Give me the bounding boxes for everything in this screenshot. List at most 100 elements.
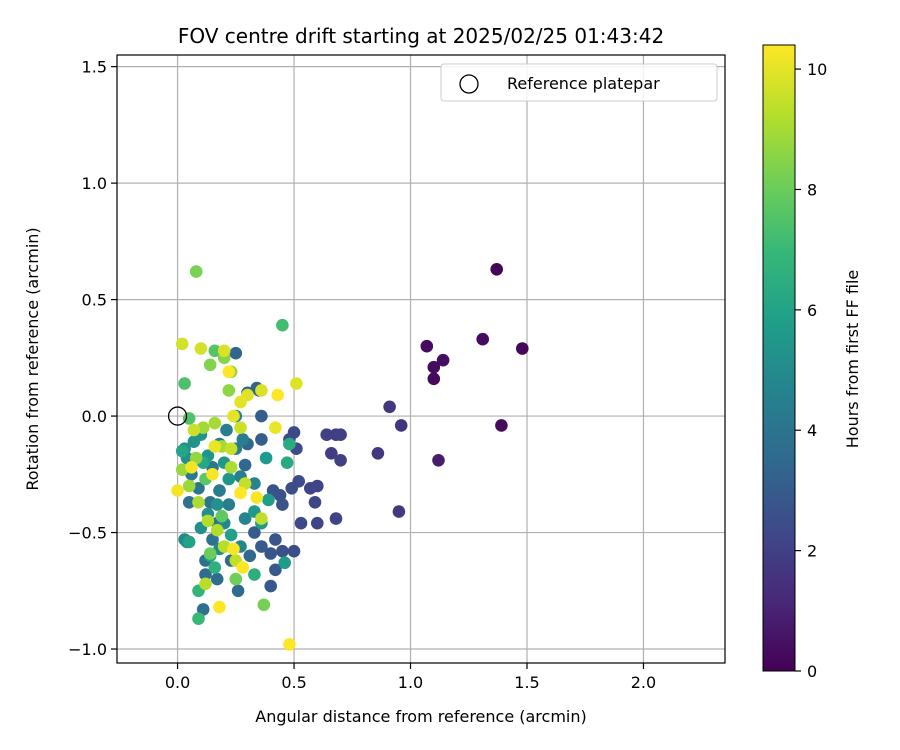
- data-point: [329, 512, 343, 525]
- data-point: [234, 395, 247, 409]
- data-point: [192, 612, 205, 625]
- colorbar-tick-label: 10: [807, 60, 827, 79]
- data-point: [236, 433, 250, 446]
- data-point: [199, 577, 212, 591]
- data-point: [220, 423, 233, 437]
- data-point: [280, 456, 294, 470]
- plot-area: [116, 54, 726, 664]
- legend-reference-icon: [459, 74, 479, 94]
- data-point: [269, 563, 282, 577]
- data-point: [248, 568, 261, 581]
- data-point: [392, 505, 406, 518]
- data-point: [238, 458, 252, 472]
- data-point: [175, 444, 189, 458]
- data-point: [516, 342, 529, 355]
- data-point: [308, 496, 322, 509]
- data-point: [266, 484, 280, 497]
- colorbar-tick-label: 6: [807, 301, 817, 320]
- data-point: [320, 428, 334, 442]
- colorbar-tick-label: 0: [807, 662, 817, 681]
- data-point: [276, 498, 289, 511]
- data-point: [187, 423, 201, 437]
- data-point: [192, 496, 205, 509]
- data-point: [383, 400, 396, 414]
- data-point: [213, 484, 226, 497]
- data-point: [222, 472, 236, 486]
- data-point: [243, 549, 257, 563]
- data-point: [250, 491, 264, 504]
- colorbar: 0 2 4 6 8 10 Hours from first FF file: [762, 44, 862, 681]
- data-point: [213, 600, 226, 614]
- data-point: [194, 342, 208, 355]
- data-point: [255, 433, 268, 446]
- data-point: [224, 461, 238, 474]
- data-point: [175, 337, 189, 351]
- data-point: [208, 561, 222, 574]
- x-tick-label: 1.0: [398, 673, 423, 692]
- data-point: [210, 523, 224, 537]
- colorbar-tick-label: 8: [807, 180, 817, 199]
- data-point: [238, 512, 252, 525]
- colorbar-gradient: [762, 44, 796, 672]
- y-tick-label: −1.0: [68, 640, 107, 659]
- data-point: [217, 344, 231, 358]
- data-point: [269, 421, 282, 435]
- data-point: [476, 332, 490, 346]
- data-point: [199, 568, 212, 581]
- data-point: [495, 419, 508, 432]
- colorbar-tick-label: 2: [807, 542, 817, 561]
- data-point: [196, 603, 210, 616]
- data-point: [264, 579, 278, 593]
- data-point: [227, 542, 240, 556]
- legend-box: [440, 63, 718, 102]
- data-point: [276, 544, 289, 558]
- data-point: [238, 477, 252, 490]
- data-point: [427, 360, 441, 374]
- data-point: [208, 344, 222, 358]
- data-point: [215, 509, 229, 523]
- reference-platepar-marker: [167, 406, 188, 426]
- data-point: [276, 318, 289, 332]
- data-point: [334, 454, 347, 467]
- data-point: [269, 533, 282, 546]
- data-point: [394, 419, 408, 432]
- data-point: [236, 561, 250, 574]
- data-point: [210, 572, 224, 586]
- data-point: [222, 384, 236, 397]
- data-point: [229, 346, 243, 360]
- data-point: [271, 388, 285, 402]
- data-point: [304, 482, 317, 495]
- data-point: [255, 409, 268, 423]
- data-point: [311, 516, 324, 530]
- data-point: [189, 265, 203, 278]
- data-point: [208, 416, 222, 430]
- data-point: [224, 442, 238, 456]
- data-point: [201, 514, 215, 528]
- data-point: [206, 533, 219, 546]
- x-axis: 0.0 0.5 1.0 1.5 2.0: [165, 663, 656, 692]
- data-point: [182, 479, 196, 493]
- data-point: [171, 484, 184, 497]
- data-point: [227, 409, 240, 423]
- y-tick-label: 1.0: [82, 174, 107, 193]
- y-axis-label: Rotation from reference (arcmin): [23, 227, 42, 490]
- data-point: [185, 461, 198, 474]
- data-point: [436, 353, 450, 367]
- x-axis-label: Angular distance from reference (arcmin): [255, 707, 586, 726]
- data-point: [210, 498, 224, 511]
- data-point: [222, 498, 236, 511]
- y-tick-label: 0.0: [82, 407, 107, 426]
- data-point: [283, 437, 296, 451]
- y-axis: −1.0 −0.5 0.0 0.5 1.0 1.5: [68, 58, 117, 659]
- data-point: [432, 454, 445, 467]
- colorbar-tick-label: 4: [807, 421, 817, 440]
- data-point: [262, 493, 275, 507]
- data-point: [208, 440, 222, 453]
- data-point: [371, 447, 385, 460]
- data-point: [229, 572, 243, 586]
- y-tick-label: 0.5: [82, 291, 107, 310]
- data-point: [182, 535, 196, 549]
- data-point: [490, 263, 504, 276]
- x-tick-label: 2.0: [631, 673, 656, 692]
- x-tick-label: 1.5: [514, 673, 539, 692]
